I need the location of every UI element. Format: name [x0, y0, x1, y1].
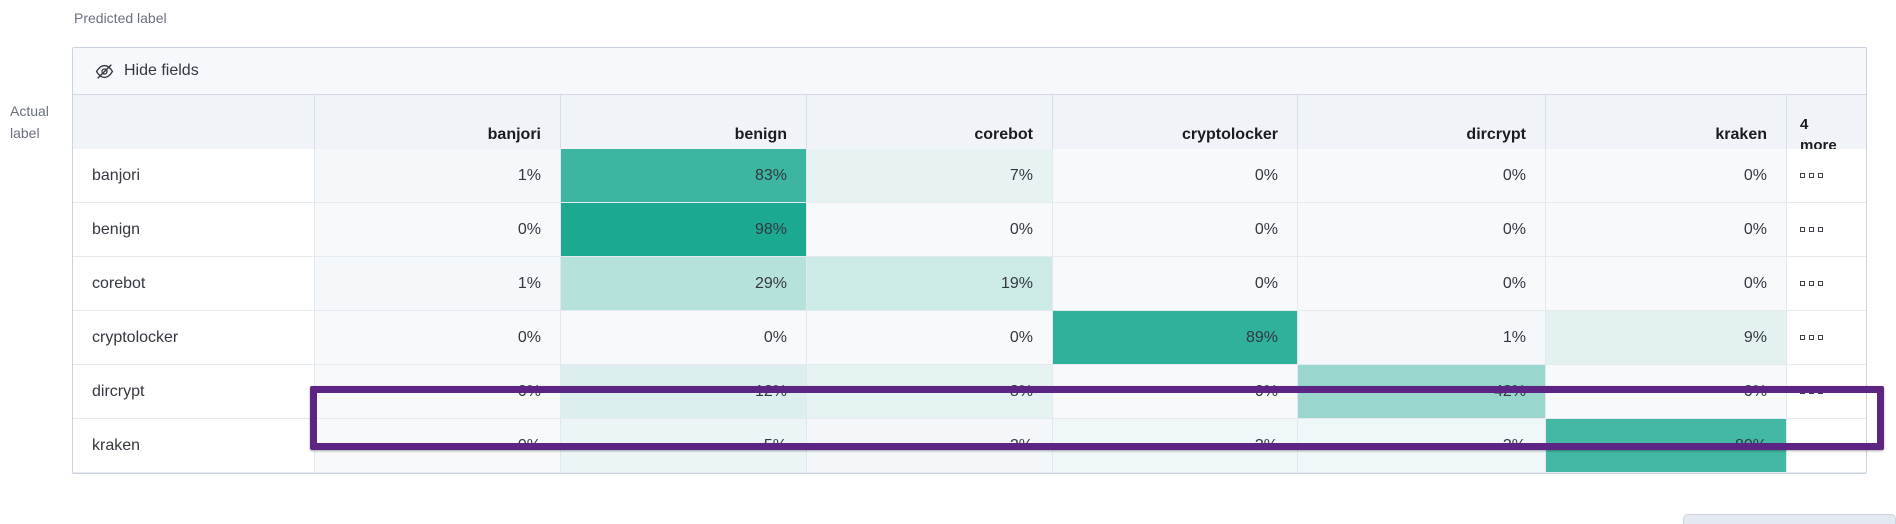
hide-fields-label: Hide fields — [124, 62, 199, 79]
cell-dircrypt-benign[interactable]: 12% — [561, 365, 807, 419]
row-actions-benign[interactable] — [1787, 203, 1866, 257]
cell-kraken-benign[interactable]: 5% — [561, 419, 807, 473]
row-label-cryptolocker[interactable]: cryptolocker — [73, 311, 315, 365]
more-count: 4 — [1800, 115, 1809, 133]
cell-banjori-kraken[interactable]: 0% — [1546, 149, 1787, 203]
cell-cryptolocker-kraken[interactable]: 9% — [1546, 311, 1787, 365]
cell-benign-dircrypt[interactable]: 0% — [1298, 203, 1546, 257]
cell-dircrypt-cryptolocker[interactable]: 0% — [1053, 365, 1298, 419]
boxes-horizontal-icon — [1818, 173, 1823, 178]
cell-dircrypt-dircrypt[interactable]: 42% — [1298, 365, 1546, 419]
row-actions-banjori[interactable] — [1787, 149, 1866, 203]
boxes-horizontal-icon — [1800, 443, 1805, 448]
cell-kraken-cryptolocker[interactable]: 3% — [1053, 419, 1298, 473]
boxes-horizontal-icon — [1800, 281, 1805, 286]
cell-kraken-kraken[interactable]: 80% — [1546, 419, 1787, 473]
eye-slash-icon — [95, 63, 114, 79]
boxes-horizontal-icon — [1818, 335, 1823, 340]
cell-banjori-benign[interactable]: 83% — [561, 149, 807, 203]
predicted-axis-label: Predicted label — [74, 10, 167, 26]
row-actions-dircrypt[interactable] — [1787, 365, 1866, 419]
cell-kraken-banjori[interactable]: 0% — [315, 419, 561, 473]
boxes-horizontal-icon — [1809, 173, 1814, 178]
confusion-matrix-grid: banjori benign corebot cryptolocker dircrypt… — [73, 95, 1866, 473]
row-actions-kraken[interactable] — [1787, 419, 1866, 473]
cell-corebot-banjori[interactable]: 1% — [315, 257, 561, 311]
cell-corebot-dircrypt[interactable]: 0% — [1298, 257, 1546, 311]
cell-banjori-dircrypt[interactable]: 0% — [1298, 149, 1546, 203]
boxes-horizontal-icon — [1800, 335, 1805, 340]
cell-kraken-dircrypt[interactable]: 3% — [1298, 419, 1546, 473]
cell-dircrypt-banjori[interactable]: 0% — [315, 365, 561, 419]
boxes-horizontal-icon — [1818, 227, 1823, 232]
row-label-kraken[interactable]: kraken — [73, 419, 315, 473]
boxes-horizontal-icon — [1809, 335, 1814, 340]
cell-benign-cryptolocker[interactable]: 0% — [1053, 203, 1298, 257]
bottom-right-partial-element — [1683, 514, 1896, 524]
boxes-horizontal-icon — [1800, 227, 1805, 232]
cell-cryptolocker-benign[interactable]: 0% — [561, 311, 807, 365]
cell-corebot-corebot[interactable]: 19% — [807, 257, 1053, 311]
boxes-horizontal-icon — [1800, 173, 1805, 178]
cell-corebot-kraken[interactable]: 0% — [1546, 257, 1787, 311]
cell-dircrypt-kraken[interactable]: 0% — [1546, 365, 1787, 419]
cell-benign-kraken[interactable]: 0% — [1546, 203, 1787, 257]
cell-benign-banjori[interactable]: 0% — [315, 203, 561, 257]
cell-benign-benign[interactable]: 98% — [561, 203, 807, 257]
cell-cryptolocker-banjori[interactable]: 0% — [315, 311, 561, 365]
cell-corebot-benign[interactable]: 29% — [561, 257, 807, 311]
row-label-corebot[interactable]: corebot — [73, 257, 315, 311]
cell-dircrypt-corebot[interactable]: 8% — [807, 365, 1053, 419]
cell-corebot-cryptolocker[interactable]: 0% — [1053, 257, 1298, 311]
cell-cryptolocker-corebot[interactable]: 0% — [807, 311, 1053, 365]
cell-benign-corebot[interactable]: 0% — [807, 203, 1053, 257]
row-actions-cryptolocker[interactable] — [1787, 311, 1866, 365]
actual-axis-label: Actual label — [10, 103, 49, 141]
cell-kraken-corebot[interactable]: 2% — [807, 419, 1053, 473]
data-grid: Hide fields banjori benign corebot cryptolo… — [72, 47, 1884, 474]
row-label-banjori[interactable]: banjori — [73, 149, 315, 203]
boxes-horizontal-icon — [1809, 443, 1814, 448]
row-label-benign[interactable]: benign — [73, 203, 315, 257]
boxes-horizontal-icon — [1809, 281, 1814, 286]
hide-fields-button[interactable]: Hide fields — [73, 48, 1866, 95]
boxes-horizontal-icon — [1809, 227, 1814, 232]
cell-banjori-corebot[interactable]: 7% — [807, 149, 1053, 203]
cell-cryptolocker-dircrypt[interactable]: 1% — [1298, 311, 1546, 365]
boxes-horizontal-icon — [1809, 389, 1814, 394]
row-actions-corebot[interactable] — [1787, 257, 1866, 311]
cell-cryptolocker-cryptolocker[interactable]: 89% — [1053, 311, 1298, 365]
boxes-horizontal-icon — [1800, 389, 1805, 394]
cell-banjori-cryptolocker[interactable]: 0% — [1053, 149, 1298, 203]
row-label-dircrypt[interactable]: dircrypt — [73, 365, 315, 419]
cell-banjori-banjori[interactable]: 1% — [315, 149, 561, 203]
boxes-horizontal-icon — [1818, 443, 1823, 448]
boxes-horizontal-icon — [1818, 281, 1823, 286]
boxes-horizontal-icon — [1818, 389, 1823, 394]
